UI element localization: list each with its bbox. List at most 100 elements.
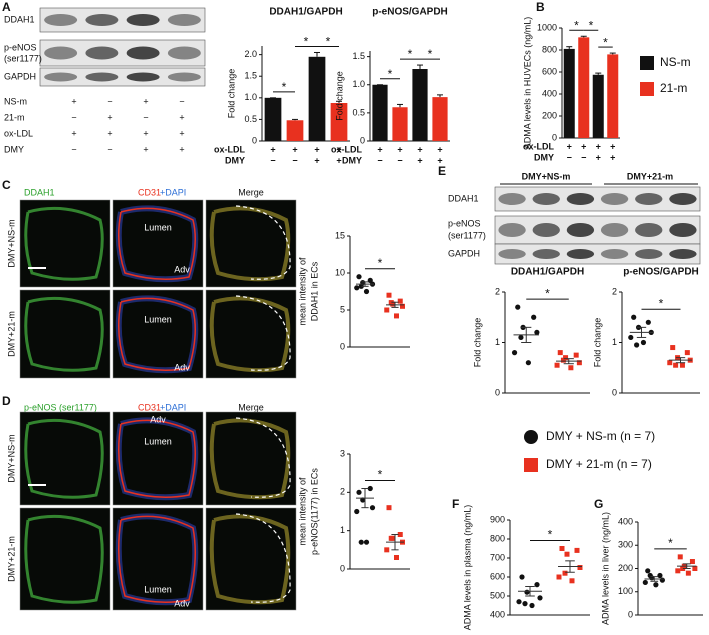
micro-header: DDAH1	[24, 187, 55, 197]
y-axis-label: Fold change	[226, 69, 236, 119]
data-point	[554, 362, 560, 368]
data-point	[358, 539, 364, 545]
vessel-wall	[209, 296, 291, 373]
significance-label: *	[282, 80, 287, 94]
data-point	[670, 345, 676, 351]
data-point	[659, 577, 665, 583]
y-tick-label: 2	[340, 487, 345, 497]
dashed-outline	[235, 205, 291, 280]
y-tick-label: 0.5	[352, 107, 365, 117]
y-axis-label: ADMA levels in HUVECs (ng/mL)	[522, 17, 532, 150]
blot-band	[44, 46, 78, 60]
data-point	[557, 350, 563, 356]
blot-band	[566, 249, 595, 259]
condition-label: ox-LDL	[523, 141, 554, 151]
vessel-wall	[118, 515, 196, 603]
data-point	[363, 539, 370, 545]
data-point	[363, 288, 370, 295]
condition-sign: +	[596, 152, 601, 162]
data-point	[529, 602, 535, 609]
bar	[392, 107, 408, 141]
condition-label: DMY	[4, 144, 24, 154]
data-point	[522, 601, 528, 607]
condition-sign: +	[179, 144, 184, 154]
vessel-wall	[209, 418, 291, 500]
condition-sign: −	[179, 96, 184, 106]
blot-band	[600, 249, 629, 259]
data-point	[692, 566, 698, 571]
vessel-wall	[24, 418, 104, 499]
legend-swatch	[640, 56, 654, 70]
y-tick-label: 700	[490, 552, 505, 562]
condition-sign: +	[71, 128, 76, 138]
y-tick-label: 200	[542, 110, 557, 120]
condition-sign: +	[143, 96, 148, 106]
significance-label: *	[574, 18, 579, 32]
bar	[264, 97, 282, 141]
significance-label: *	[603, 35, 608, 49]
significance-label: *	[589, 18, 594, 32]
condition-sign: +	[71, 96, 76, 106]
blot-band	[566, 223, 595, 237]
significance-label: *	[408, 47, 413, 61]
vessel-wall	[118, 419, 196, 498]
y-tick-label: 400	[542, 88, 557, 98]
data-point	[356, 274, 362, 280]
y-axis-label: mean intensity of	[297, 477, 307, 546]
y-tick-label: 0	[612, 387, 617, 397]
condition-sign: +	[270, 144, 275, 154]
condition-sign: +	[336, 155, 341, 165]
bar	[286, 120, 304, 141]
significance-label: *	[378, 256, 383, 270]
data-point	[653, 582, 659, 588]
data-point	[388, 300, 394, 306]
condition-label: ox-LDL	[4, 128, 33, 138]
blot-band	[126, 72, 160, 82]
condition-sign: −	[143, 112, 148, 122]
data-point	[384, 307, 390, 313]
y-tick-label: 1	[612, 337, 617, 347]
blot-band	[167, 72, 201, 82]
chart-title: DDAH1/GAPDH	[511, 267, 584, 278]
dashed-outline	[235, 513, 291, 603]
row-label: DMY+21-m	[6, 536, 16, 582]
vessel-wall	[209, 514, 291, 605]
data-point	[564, 551, 570, 557]
vessel-wall	[118, 207, 196, 280]
condition-sign: +	[417, 144, 422, 154]
y-axis-label: DDAH1 in ECs	[309, 261, 319, 321]
blot-band	[85, 72, 119, 82]
condition-sign: +	[143, 128, 148, 138]
y-tick-label: 0	[628, 609, 633, 619]
condition-sign: −	[71, 144, 76, 154]
significance-label: *	[326, 35, 331, 49]
bar	[607, 54, 619, 138]
blot-band	[669, 223, 697, 237]
data-point	[388, 535, 394, 541]
micrograph	[205, 289, 297, 379]
y-axis-label: p-eNOS(1177) in ECs	[309, 468, 319, 555]
data-point	[384, 547, 390, 553]
y-tick-label: 0	[552, 132, 557, 142]
condition-sign: +	[179, 128, 184, 138]
band-label: (ser1177)	[448, 230, 486, 240]
condition-label: DMY	[225, 155, 245, 165]
y-tick-label: 0	[340, 341, 345, 351]
y-tick-label: 0	[340, 563, 345, 573]
y-tick-label: 0	[252, 135, 257, 145]
condition-sign: −	[377, 155, 382, 165]
bar	[308, 56, 326, 141]
data-point	[645, 319, 651, 325]
data-point	[525, 360, 531, 366]
chart-title: p-eNOS/GAPDH	[372, 7, 448, 18]
blot-band	[126, 46, 160, 60]
y-axis-label: Fold change	[472, 318, 482, 368]
y-tick-label: 1.5	[244, 71, 257, 81]
condition-sign: −	[107, 96, 112, 106]
data-point	[524, 589, 530, 595]
bar	[432, 97, 448, 141]
blot-band	[600, 223, 629, 237]
y-tick-label: 15	[335, 230, 345, 240]
bar	[563, 48, 575, 138]
data-point	[657, 572, 663, 579]
